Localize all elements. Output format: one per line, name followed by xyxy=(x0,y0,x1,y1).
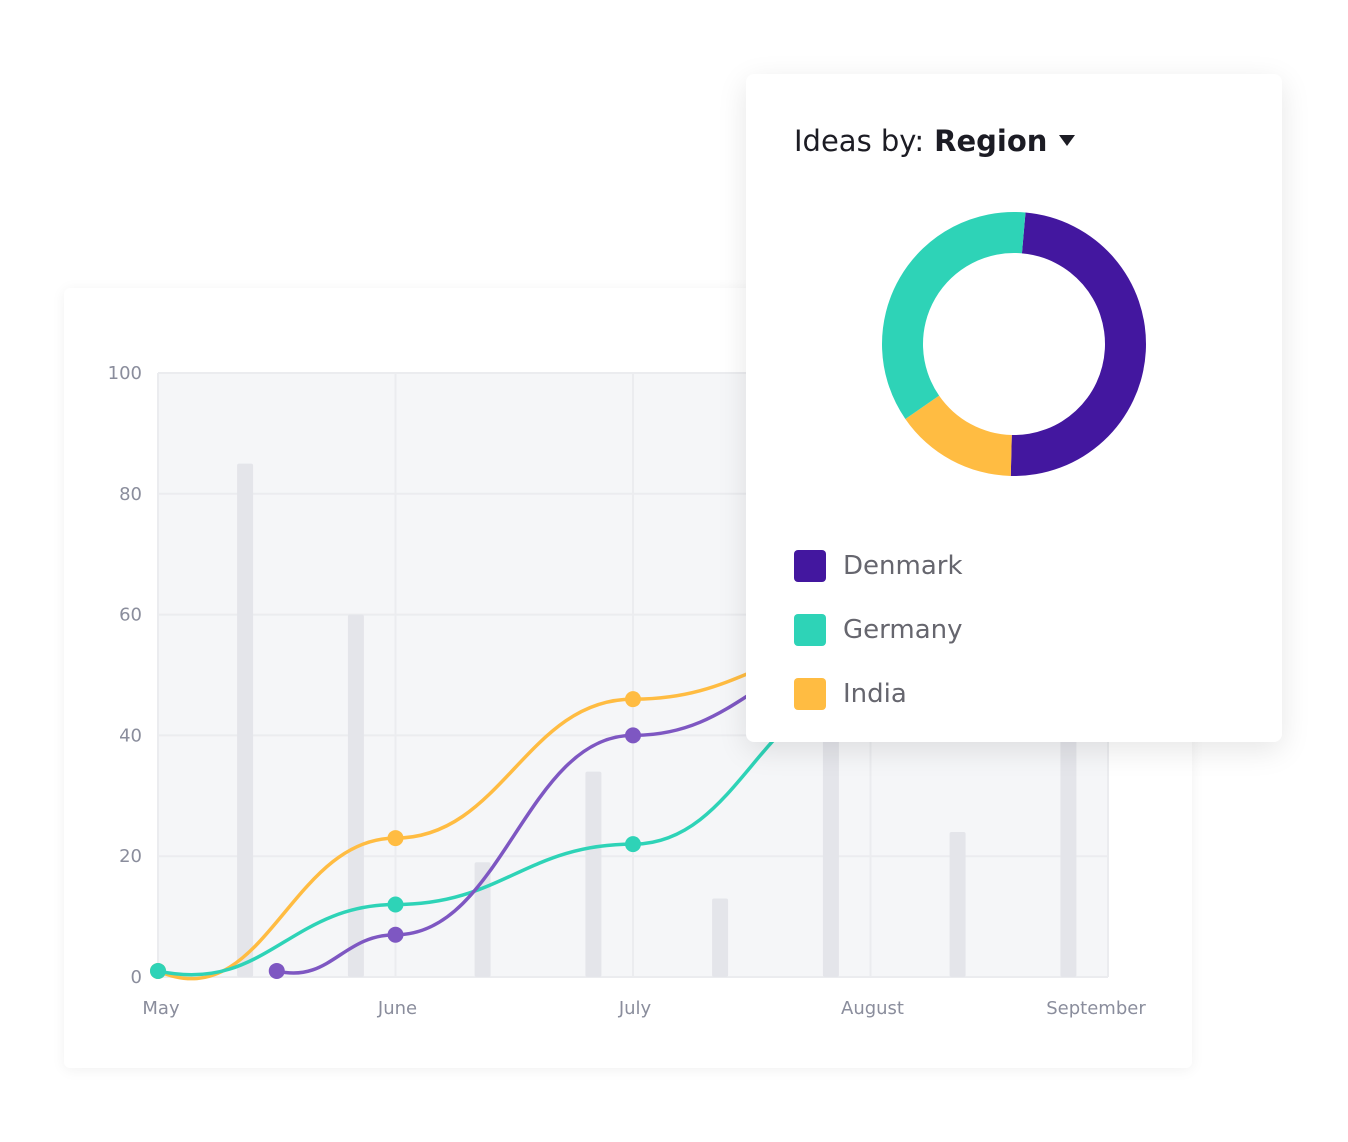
series-point xyxy=(150,962,166,979)
panel-title: Ideas by: Region xyxy=(794,124,1076,158)
title-prefix: Ideas by: xyxy=(794,124,925,158)
bar xyxy=(585,771,602,977)
bar xyxy=(347,614,364,977)
legend-label: Germany xyxy=(843,615,963,645)
series-point xyxy=(625,691,641,708)
region-panel: Ideas by: Region Denmark Germany India xyxy=(746,74,1282,742)
x-tick-label: May xyxy=(142,998,180,1019)
series-point xyxy=(625,727,641,744)
bar xyxy=(712,898,729,977)
series-line xyxy=(157,685,871,977)
region-dropdown[interactable]: Region xyxy=(934,124,1076,158)
y-tick-label: 40 xyxy=(119,725,142,746)
x-tick-label: September xyxy=(1046,998,1146,1019)
series-point xyxy=(387,926,404,943)
donut-slice-india xyxy=(905,395,1012,476)
legend: Denmark Germany India xyxy=(794,534,963,726)
legend-item-india: India xyxy=(794,662,963,726)
legend-label: India xyxy=(843,679,907,709)
series-line xyxy=(157,643,871,981)
x-tick-label: July xyxy=(618,998,652,1019)
legend-swatch xyxy=(794,550,826,582)
x-tick-label: June xyxy=(377,998,417,1019)
series-point xyxy=(387,830,404,847)
donut-slice-denmark xyxy=(1010,212,1147,476)
donut-slice-germany xyxy=(882,211,1026,419)
y-tick-label: 20 xyxy=(119,846,142,867)
bar xyxy=(949,832,966,977)
region-dropdown-label: Region xyxy=(934,124,1048,158)
series-point xyxy=(268,962,285,979)
x-tick-label: August xyxy=(841,998,904,1019)
series-point xyxy=(387,896,404,913)
bar xyxy=(822,675,839,977)
legend-item-denmark: Denmark xyxy=(794,534,963,598)
legend-label: Denmark xyxy=(843,551,963,581)
series-point xyxy=(625,836,641,853)
y-tick-label: 80 xyxy=(119,484,142,505)
bar xyxy=(237,463,254,978)
caret-down-icon xyxy=(1059,134,1076,146)
y-tick-label: 100 xyxy=(108,363,142,384)
y-tick-label: 0 xyxy=(131,967,142,988)
legend-item-germany: Germany xyxy=(794,598,963,662)
legend-swatch xyxy=(794,678,826,710)
y-tick-label: 60 xyxy=(119,605,142,626)
donut-chart xyxy=(882,211,1147,476)
legend-swatch xyxy=(794,614,826,646)
